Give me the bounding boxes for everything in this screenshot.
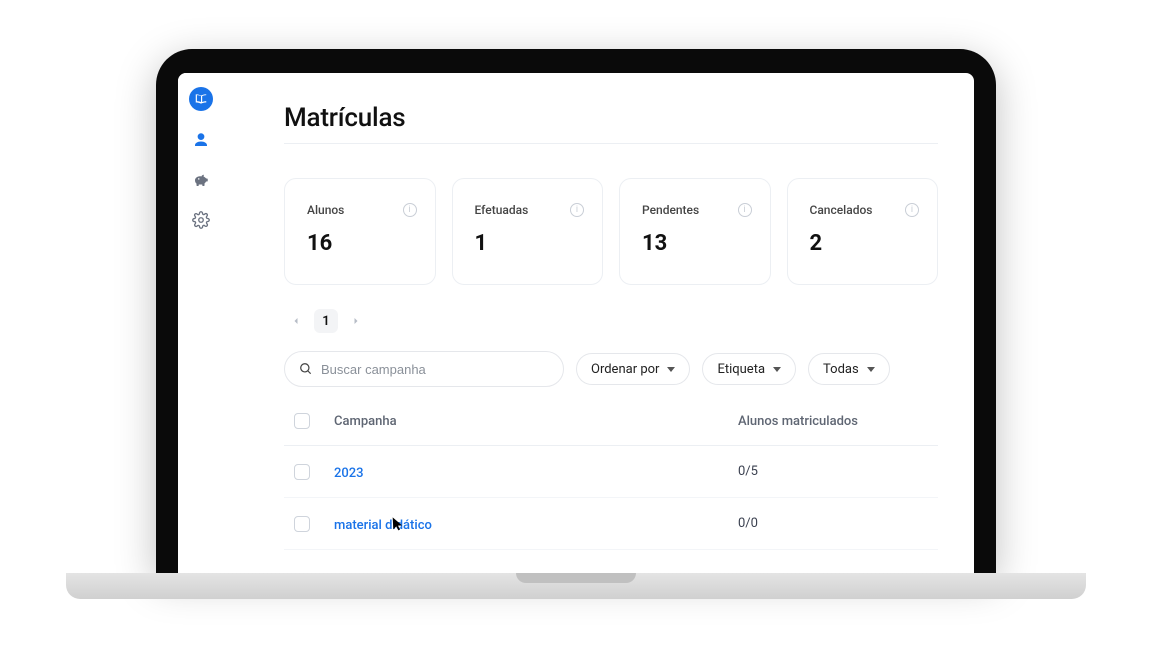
- stat-value: 2: [810, 231, 916, 256]
- gear-icon: [192, 211, 210, 229]
- book-open-icon: [194, 92, 208, 106]
- chevron-left-icon: [290, 315, 302, 327]
- campaign-link[interactable]: material didático: [334, 518, 432, 533]
- stat-card-cancelados: i Cancelados 2: [787, 178, 939, 285]
- search-input[interactable]: [321, 362, 549, 377]
- table-row: 2023 0/5: [284, 446, 938, 498]
- info-icon[interactable]: i: [570, 203, 584, 217]
- info-icon[interactable]: i: [905, 203, 919, 217]
- stat-label: Efetuadas: [475, 203, 581, 217]
- stat-label: Pendentes: [642, 203, 748, 217]
- campaigns-table: Campanha Alunos matriculados 2023 0/5 ma…: [284, 413, 938, 550]
- laptop-bezel: Matrículas i Alunos 16 i Efetuadas 1: [156, 49, 996, 573]
- chevron-down-icon: [667, 367, 675, 372]
- row-checkbox[interactable]: [294, 464, 310, 480]
- sort-label: Ordenar por: [591, 362, 659, 377]
- stat-value: 16: [307, 231, 413, 256]
- piggy-bank-icon: [192, 171, 210, 189]
- tag-label: Etiqueta: [717, 362, 765, 377]
- pagination-page-1[interactable]: 1: [314, 309, 338, 333]
- pagination-next[interactable]: [344, 309, 368, 333]
- app-logo[interactable]: [189, 87, 213, 111]
- campaign-link[interactable]: 2023: [334, 466, 364, 481]
- table-header: Campanha Alunos matriculados: [284, 413, 938, 446]
- status-label: Todas: [823, 362, 859, 377]
- row-checkbox[interactable]: [294, 516, 310, 532]
- stat-card-alunos: i Alunos 16: [284, 178, 436, 285]
- sidebar-item-settings[interactable]: [190, 209, 212, 231]
- search-field[interactable]: [284, 351, 564, 387]
- stat-card-pendentes: i Pendentes 13: [619, 178, 771, 285]
- enrolled-count: 0/0: [738, 516, 928, 531]
- stat-value: 13: [642, 231, 748, 256]
- laptop-frame: Matrículas i Alunos 16 i Efetuadas 1: [156, 49, 996, 599]
- pagination-prev[interactable]: [284, 309, 308, 333]
- stat-label: Alunos: [307, 203, 413, 217]
- page-title: Matrículas: [284, 103, 938, 133]
- info-icon[interactable]: i: [738, 203, 752, 217]
- filters-row: Ordenar por Etiqueta Todas: [284, 351, 938, 387]
- tag-dropdown[interactable]: Etiqueta: [702, 353, 796, 385]
- pagination: 1: [284, 309, 938, 333]
- header-divider: [284, 143, 938, 144]
- sort-dropdown[interactable]: Ordenar por: [576, 353, 690, 385]
- sidebar-item-finance[interactable]: [190, 169, 212, 191]
- status-dropdown[interactable]: Todas: [808, 353, 890, 385]
- column-header-campaign: Campanha: [334, 414, 738, 429]
- chevron-down-icon: [867, 367, 875, 372]
- stat-label: Cancelados: [810, 203, 916, 217]
- chevron-down-icon: [773, 367, 781, 372]
- laptop-base: [66, 573, 1086, 599]
- column-header-enrolled: Alunos matriculados: [738, 414, 928, 429]
- search-icon: [299, 362, 313, 376]
- stat-card-efetuadas: i Efetuadas 1: [452, 178, 604, 285]
- enrolled-count: 0/5: [738, 464, 928, 479]
- sidebar: [178, 73, 224, 573]
- stat-value: 1: [475, 231, 581, 256]
- main-content: Matrículas i Alunos 16 i Efetuadas 1: [224, 73, 974, 573]
- chevron-right-icon: [350, 315, 362, 327]
- sidebar-item-students[interactable]: [190, 129, 212, 151]
- laptop-notch: [516, 573, 636, 583]
- stats-row: i Alunos 16 i Efetuadas 1 i Pendentes 13: [284, 178, 938, 285]
- app-screen: Matrículas i Alunos 16 i Efetuadas 1: [178, 73, 974, 573]
- select-all-checkbox[interactable]: [294, 413, 310, 429]
- info-icon[interactable]: i: [403, 203, 417, 217]
- table-row: material didático 0/0: [284, 498, 938, 550]
- person-icon: [192, 131, 210, 149]
